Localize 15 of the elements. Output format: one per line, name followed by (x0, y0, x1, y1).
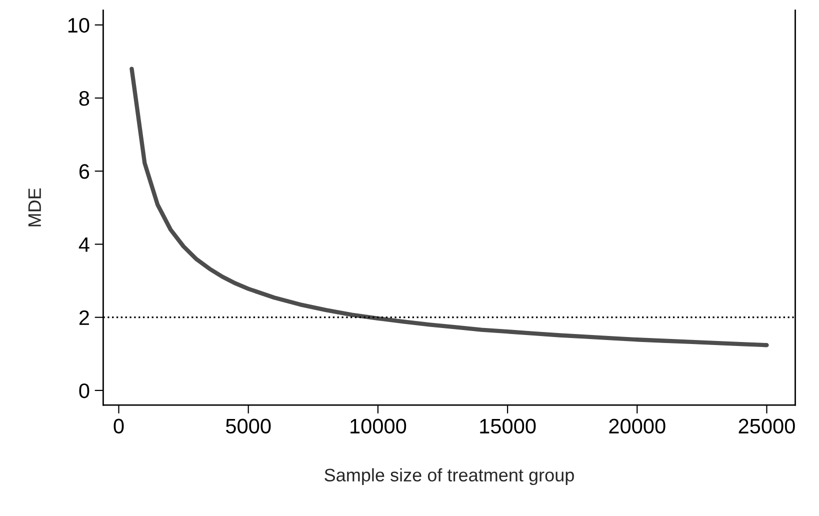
x-tick-label: 25000 (738, 418, 795, 434)
x-tick-label: 10000 (350, 418, 406, 434)
y-tick-label: 4 (78, 237, 90, 252)
y-axis-title: MDE (28, 188, 41, 226)
x-tick-label: 5000 (226, 418, 271, 434)
y-tick-label: 10 (68, 18, 90, 33)
x-tick-label: 20000 (609, 418, 666, 434)
y-tick-label: 6 (79, 164, 90, 179)
y-tick-label: 8 (79, 91, 90, 106)
x-axis-title: Sample size of treatment group (324, 468, 574, 486)
line-series (130, 66, 769, 348)
x-tick-label: 15000 (480, 418, 536, 434)
y-tick-label: 2 (79, 310, 89, 325)
y-tick-label: 0 (79, 383, 90, 398)
x-tick-label: 0 (114, 418, 124, 434)
